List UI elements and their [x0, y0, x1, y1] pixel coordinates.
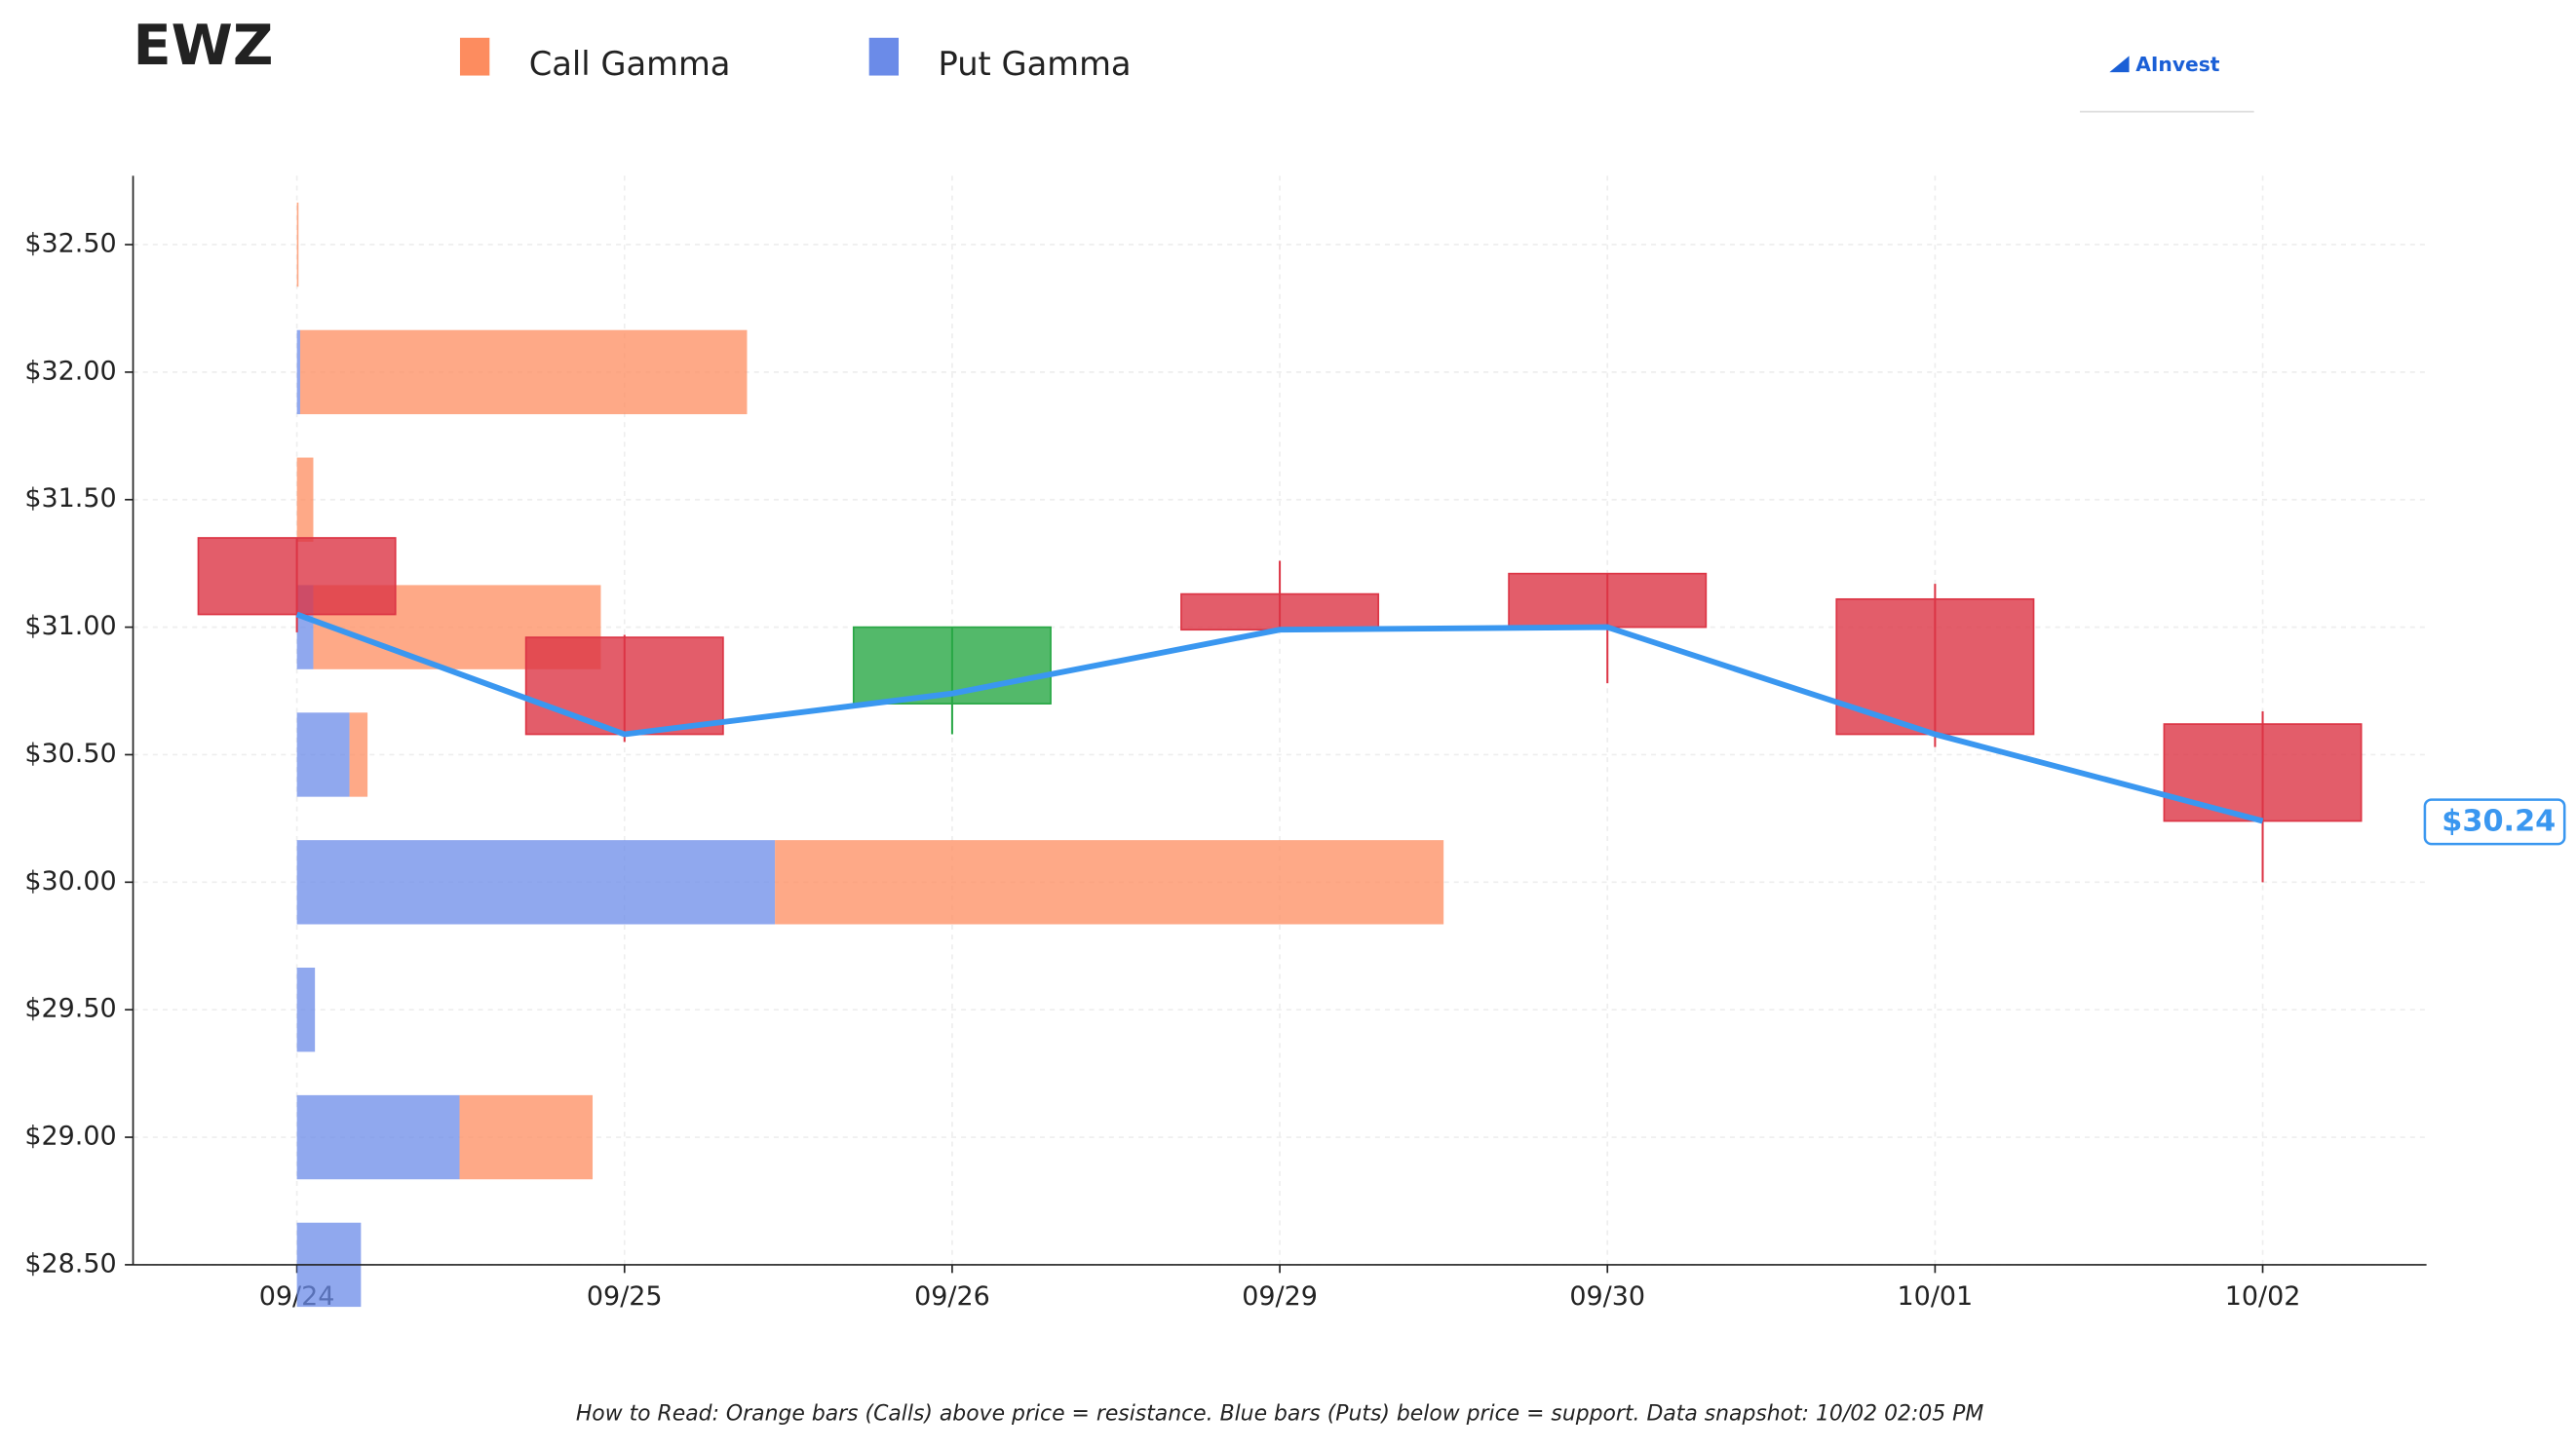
x-tick-label: 10/01 — [1898, 1281, 1974, 1312]
price-line — [295, 611, 2264, 824]
candle-body — [197, 537, 397, 616]
gamma-bar — [296, 840, 776, 925]
gamma-bar — [299, 329, 748, 415]
gamma-bar — [296, 202, 299, 287]
y-tick-label: $30.50 — [24, 739, 116, 769]
candle-body — [1180, 592, 1380, 631]
y-tick-label: $32.50 — [24, 229, 116, 259]
x-tick-label: 10/02 — [2225, 1281, 2301, 1312]
logo-text: AInvest — [2135, 53, 2219, 76]
x-tick-label: 09/26 — [914, 1281, 990, 1312]
x-tick-label: 09/25 — [587, 1281, 663, 1312]
candle-body — [1508, 572, 1708, 629]
legend-label: Put Gamma — [938, 45, 1131, 83]
y-tick-label: $29.50 — [24, 994, 116, 1024]
footnote: How to Read: Orange bars (Calls) above p… — [576, 1401, 1984, 1426]
gamma-bar — [296, 329, 300, 415]
legend-swatch — [459, 37, 490, 76]
y-tick-label: $30.00 — [24, 866, 116, 897]
candle-body — [2163, 723, 2363, 822]
gamma-bar — [459, 1094, 594, 1180]
x-tick-label: 09/30 — [1569, 1281, 1645, 1312]
last-price-label: $30.24 — [2441, 805, 2556, 839]
last-price-box — [2423, 798, 2566, 846]
gamma-bar — [296, 712, 350, 797]
gamma-bar — [296, 457, 314, 542]
logo: AInvest — [2079, 53, 2254, 113]
chart-title: EWZ — [134, 13, 274, 78]
y-tick-label: $29.00 — [24, 1122, 116, 1152]
y-tick-label: $28.50 — [24, 1248, 116, 1278]
candle-body — [524, 636, 724, 736]
logo-icon — [2109, 56, 2130, 73]
gamma-bar — [349, 712, 368, 797]
legend-swatch — [868, 37, 900, 76]
legend-label: Call Gamma — [529, 45, 731, 83]
y-tick-label: $31.50 — [24, 483, 116, 514]
gamma-bar — [775, 840, 1444, 925]
gamma-bar — [296, 968, 316, 1052]
y-tick-label: $31.00 — [24, 611, 116, 641]
y-tick-label: $32.00 — [24, 356, 116, 386]
x-tick-label: 09/29 — [1242, 1281, 1318, 1312]
gamma-bar — [296, 1094, 460, 1180]
